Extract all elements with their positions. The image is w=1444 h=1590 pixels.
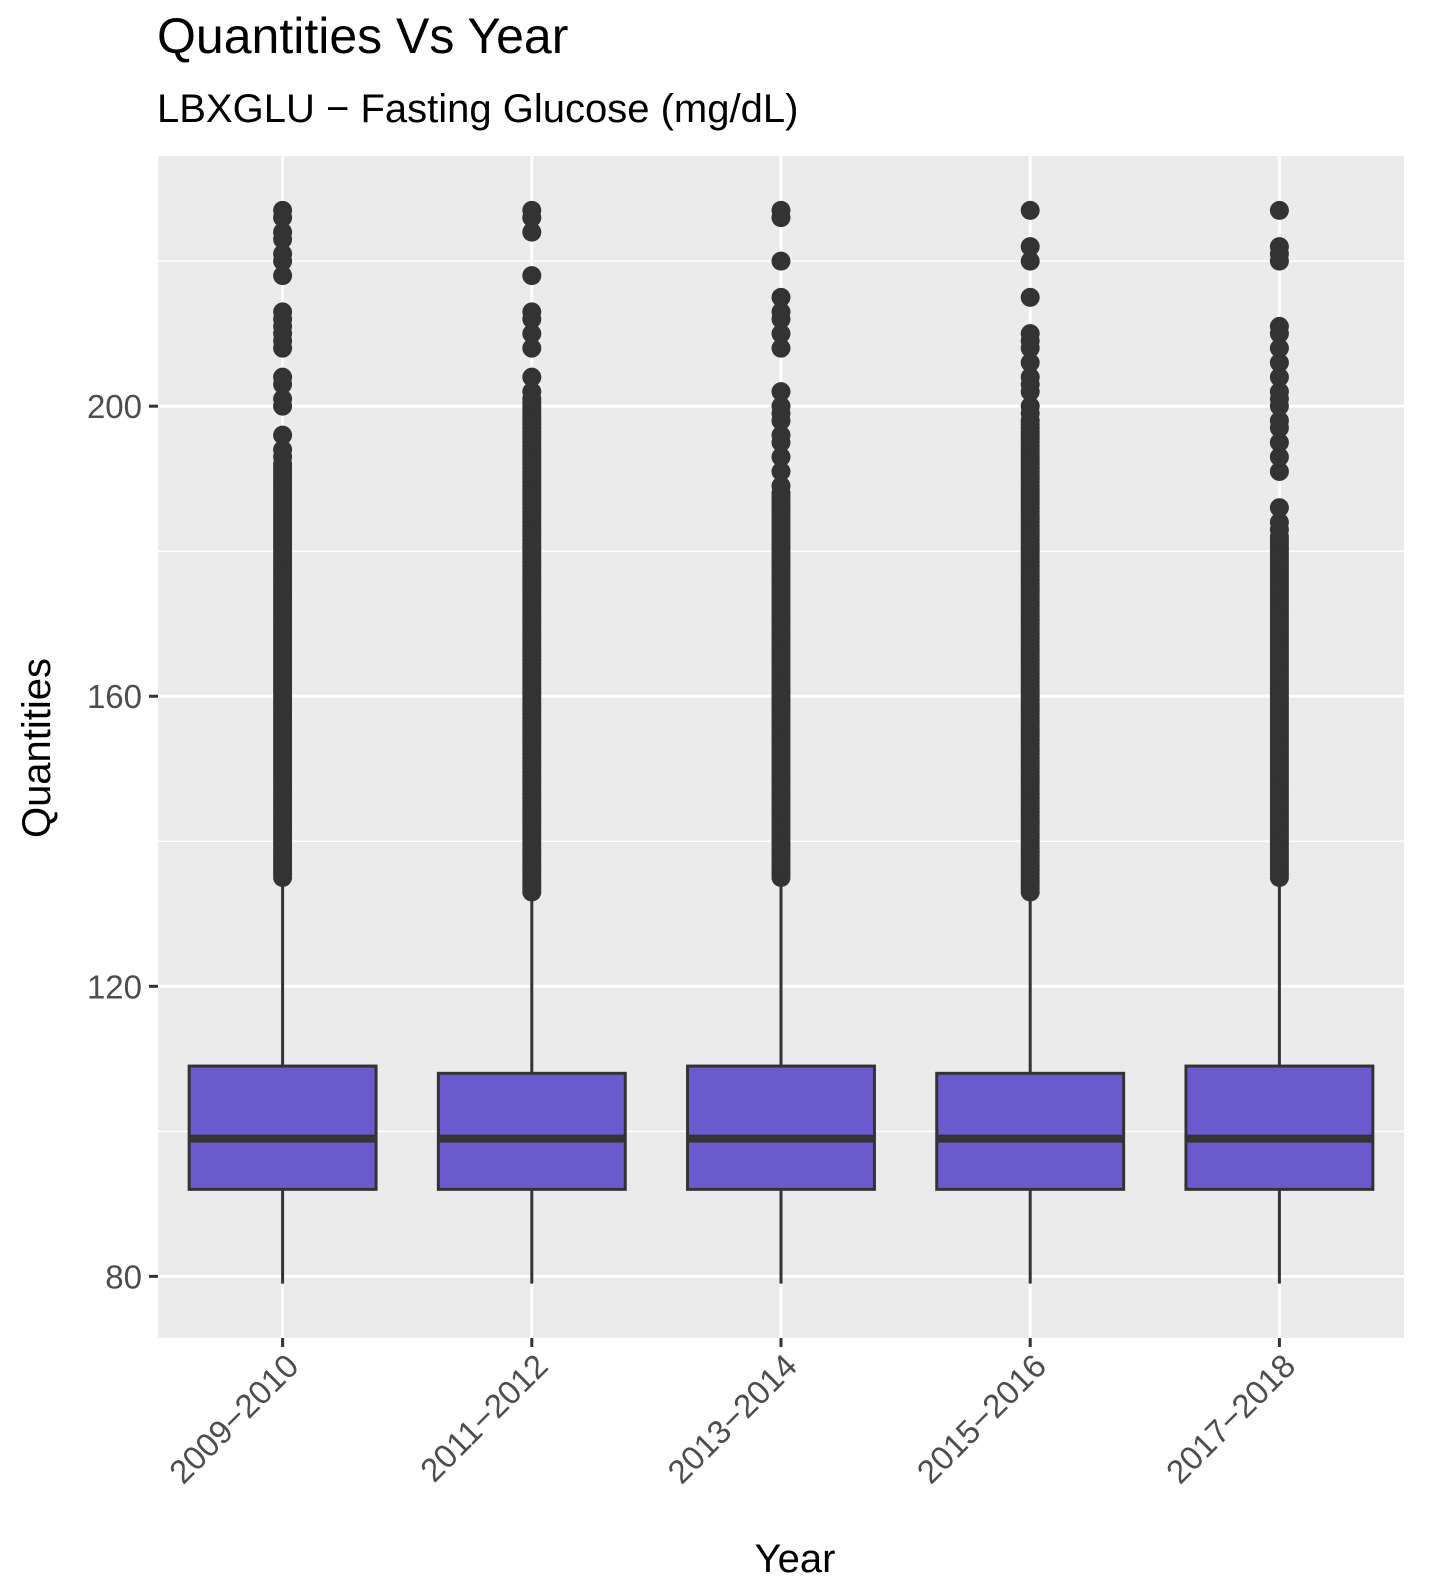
outlier-point: [273, 244, 293, 264]
outlier-point: [273, 222, 293, 242]
box: [187, 1064, 378, 1191]
x-axis-label: Year: [755, 1537, 836, 1581]
outlier-point: [771, 461, 791, 481]
outlier-point: [522, 338, 542, 358]
outlier-point: [1269, 447, 1289, 467]
y-axis-label: Quantities: [15, 658, 59, 838]
outlier-point: [771, 476, 791, 496]
outlier-point: [771, 382, 791, 402]
outlier-point: [273, 425, 293, 445]
box: [935, 1071, 1126, 1191]
outlier-point: [771, 324, 791, 344]
outlier-point: [1269, 200, 1289, 220]
outlier-point: [1269, 512, 1289, 532]
box: [1184, 1064, 1375, 1191]
outlier-point: [522, 266, 542, 286]
outlier-point: [1020, 353, 1040, 373]
outlier-point: [273, 200, 293, 220]
outlier-point: [1269, 367, 1289, 387]
outlier-point: [273, 440, 293, 460]
outlier-point: [273, 266, 293, 286]
box: [686, 1064, 876, 1191]
outlier-point: [771, 287, 791, 307]
outlier-point: [771, 425, 791, 445]
outlier-point: [273, 389, 293, 409]
outlier-point: [522, 367, 542, 387]
outlier-point: [1269, 316, 1289, 336]
outlier-point: [522, 200, 542, 220]
outlier-point: [1020, 287, 1040, 307]
outlier-point: [771, 302, 791, 322]
outlier-point: [771, 200, 791, 220]
outlier-point: [1020, 396, 1040, 416]
outlier-point: [771, 251, 791, 271]
y-tick-label: 160: [87, 678, 142, 715]
outlier-point: [522, 324, 542, 344]
outlier-point: [1269, 432, 1289, 452]
outlier-point: [522, 382, 542, 402]
outlier-point: [1020, 237, 1040, 257]
outlier-point: [273, 367, 293, 387]
outlier-point: [1020, 367, 1040, 387]
y-tick-label: 200: [87, 388, 142, 425]
outlier-point: [1269, 382, 1289, 402]
outlier-point: [771, 447, 791, 467]
chart-title: Quantities Vs Year: [157, 8, 568, 64]
box: [436, 1071, 627, 1191]
outlier-point: [1020, 324, 1040, 344]
y-tick-label: 80: [105, 1258, 142, 1295]
outlier-point: [1269, 461, 1289, 481]
outlier-point: [273, 302, 293, 322]
outlier-point: [1020, 200, 1040, 220]
chart-subtitle: LBXGLU − Fasting Glucose (mg/dL): [157, 87, 798, 131]
outlier-point: [1269, 237, 1289, 257]
outlier-point: [1269, 353, 1289, 373]
outlier-point: [1269, 411, 1289, 431]
outlier-point: [771, 396, 791, 416]
outlier-point: [1269, 338, 1289, 358]
y-tick-label: 120: [87, 968, 142, 1005]
outlier-point: [522, 222, 542, 242]
outlier-point: [1269, 498, 1289, 518]
outlier-point: [522, 302, 542, 322]
outlier-point: [1020, 251, 1040, 271]
outlier-point: [771, 338, 791, 358]
